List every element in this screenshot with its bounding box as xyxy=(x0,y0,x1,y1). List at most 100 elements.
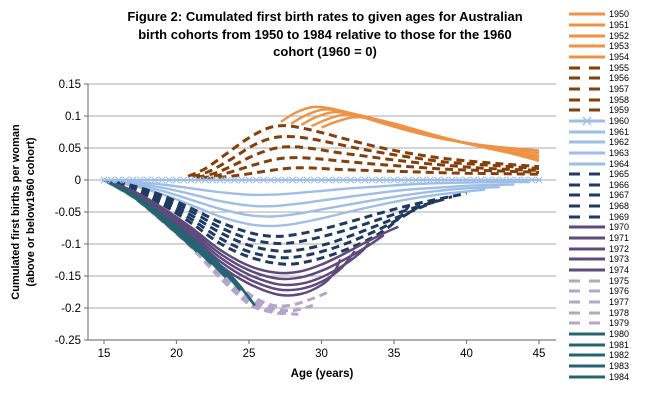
legend-swatch-1982 xyxy=(569,353,605,357)
legend-swatch-1956 xyxy=(569,76,605,80)
legend-item-1968: 1968 xyxy=(568,201,647,212)
legend-item-1954: 1954 xyxy=(568,52,647,63)
chart-title: Figure 2: Cumulated first birth rates to… xyxy=(75,8,575,61)
axes xyxy=(84,83,556,344)
chart-title-line: cohort (1960 = 0) xyxy=(273,44,377,59)
legend-label: 1954 xyxy=(609,51,630,62)
x-tick-label: 20 xyxy=(170,348,183,360)
legend-label: 1967 xyxy=(609,190,630,201)
legend-item-1967: 1967 xyxy=(568,190,647,201)
legend-label: 1958 xyxy=(609,94,630,105)
legend-label: 1984 xyxy=(609,371,630,382)
legend-label: 1971 xyxy=(609,233,630,244)
legend-label: 1979 xyxy=(609,318,630,329)
legend-swatch-1958 xyxy=(569,98,605,102)
legend-item-1953: 1953 xyxy=(568,41,647,52)
y-tick-label: 0 xyxy=(75,175,81,187)
y-tick-label: 0.1 xyxy=(65,111,81,123)
legend-item-1975: 1975 xyxy=(568,275,647,286)
legend-label: 1983 xyxy=(609,360,630,371)
legend-item-1981: 1981 xyxy=(568,339,647,350)
series-line-1984 xyxy=(103,178,198,253)
legend-swatch-1961 xyxy=(569,130,605,134)
legend-label: 1978 xyxy=(609,307,630,318)
legend-label: 1980 xyxy=(609,329,630,340)
legend-item-1965: 1965 xyxy=(568,169,647,180)
legend-swatch-1978 xyxy=(569,311,605,315)
series-line-1956 xyxy=(192,135,540,179)
legend-swatch-1963 xyxy=(569,151,605,155)
legend-label: 1973 xyxy=(609,254,630,265)
legend-swatch-1977 xyxy=(569,300,605,304)
legend-swatch-1983 xyxy=(569,364,605,368)
legend-swatch-1969 xyxy=(569,215,605,219)
legend-label: 1965 xyxy=(609,169,630,180)
legend-item-1951: 1951 xyxy=(568,20,647,31)
legend-swatch-1951 xyxy=(569,23,605,27)
legend-swatch-1955 xyxy=(569,66,605,70)
legend-label: 1970 xyxy=(609,222,630,233)
legend-item-1956: 1956 xyxy=(568,73,647,84)
legend-swatch-1975 xyxy=(569,279,605,283)
legend-item-1970: 1970 xyxy=(568,222,647,233)
x-tick-label: 35 xyxy=(388,348,401,360)
legend-swatch-1954 xyxy=(569,55,605,59)
legend-swatch-1950 xyxy=(569,12,605,16)
legend-item-1983: 1983 xyxy=(568,361,647,372)
series-line-1962 xyxy=(103,178,515,208)
legend-label: 1950 xyxy=(609,9,630,20)
legend-label: 1956 xyxy=(609,73,630,84)
x-axis-title: Age (years) xyxy=(290,368,354,380)
legend-item-1966: 1966 xyxy=(568,180,647,191)
legend-item-1952: 1952 xyxy=(568,30,647,41)
series-line-1965 xyxy=(103,178,467,238)
legend-item-1969: 1969 xyxy=(568,211,647,222)
legend-label: 1969 xyxy=(609,211,630,222)
legend-label: 1972 xyxy=(609,243,630,254)
legend-swatch-1970 xyxy=(569,225,605,229)
series-lines xyxy=(100,105,543,316)
series-line-1955 xyxy=(187,124,540,178)
series-line-1963 xyxy=(103,178,500,218)
legend-label: 1964 xyxy=(609,158,630,169)
legend-swatch-1962 xyxy=(569,140,605,144)
y-tick-label: -0.15 xyxy=(55,271,81,283)
series-line-1959 xyxy=(205,166,540,181)
y-tick-label: -0.25 xyxy=(55,335,81,347)
x-tick-label: 15 xyxy=(98,348,111,360)
legend-swatch-1984 xyxy=(569,375,605,379)
legend-item-1973: 1973 xyxy=(568,254,647,265)
legend-swatch-1966 xyxy=(569,183,605,187)
legend-label: 1959 xyxy=(609,105,630,116)
series-1960-markers xyxy=(100,176,543,184)
legend-swatch-1972 xyxy=(569,247,605,251)
legend-item-1958: 1958 xyxy=(568,94,647,105)
y-tick-label: -0.05 xyxy=(55,207,81,219)
legend-swatch-1974 xyxy=(569,268,605,272)
legend-item-1972: 1972 xyxy=(568,243,647,254)
legend-item-1959: 1959 xyxy=(568,105,647,116)
legend-label: 1966 xyxy=(609,179,630,190)
legend-item-1962: 1962 xyxy=(568,137,647,148)
y-tick-label: -0.1 xyxy=(61,239,81,251)
legend-label: 1952 xyxy=(609,30,630,41)
legend-item-1964: 1964 xyxy=(568,158,647,169)
y-tick-label: 0.05 xyxy=(59,143,81,155)
legend-label: 1976 xyxy=(609,286,630,297)
legend-swatch-1964 xyxy=(569,162,605,166)
legend-label: 1974 xyxy=(609,265,630,276)
legend-swatch-1979 xyxy=(569,321,605,325)
series-line-1954 xyxy=(321,115,540,162)
legend-label: 1977 xyxy=(609,297,630,308)
x-tick-label: 25 xyxy=(243,348,256,360)
legend: 1950 1951 1952 1953 1954 1955 1956 1957 1958 1959… xyxy=(568,9,647,382)
legend-label: 1960 xyxy=(609,115,630,126)
x-tick-label: 40 xyxy=(460,348,473,360)
legend-label: 1963 xyxy=(609,147,630,158)
y-tick-label: 0.15 xyxy=(59,79,81,91)
legend-swatch-1971 xyxy=(569,236,605,240)
legend-item-1982: 1982 xyxy=(568,350,647,361)
series-line-1964 xyxy=(103,178,486,228)
